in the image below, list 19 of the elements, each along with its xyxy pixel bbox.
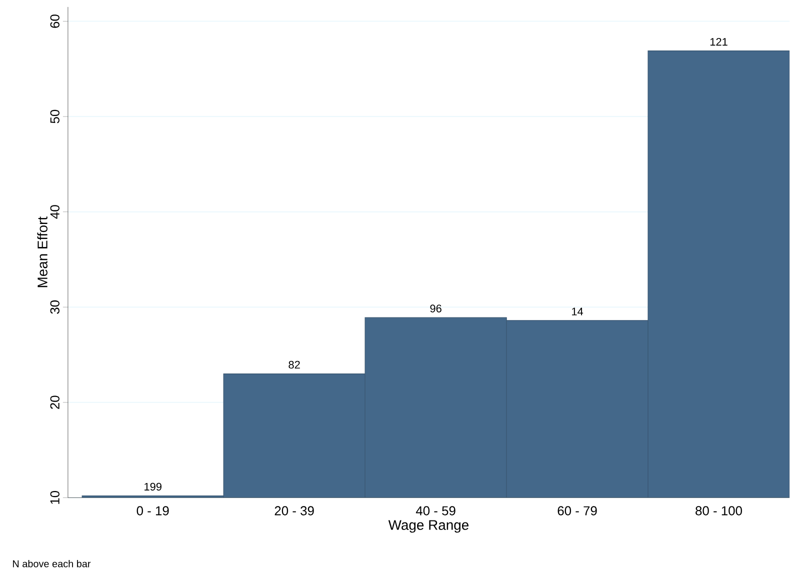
x-tick-label: 80 - 100 (696, 506, 742, 516)
annotation: 199 (144, 483, 162, 491)
x-tick-label: 0 - 19 (136, 506, 169, 516)
x-tick-label: 60 - 79 (558, 506, 597, 516)
text: N above each bar (13, 560, 91, 568)
y-tick-label: 50 (50, 110, 60, 124)
y-tick-label: 20 (50, 396, 60, 410)
y-tick-label: 10 (50, 491, 60, 504)
annotation: 121 (710, 38, 728, 46)
y-tick-label: 40 (50, 205, 60, 219)
annotation: 82 (288, 361, 300, 369)
x-tick-label: 40 - 59 (416, 506, 456, 516)
x-tick-label: 20 - 39 (274, 506, 314, 516)
y-axis-title: Mean Effort (37, 216, 48, 288)
x-axis-title: Wage Range (388, 520, 469, 533)
y-tick-label: 60 (50, 14, 60, 28)
annotation: 14 (572, 308, 584, 316)
annotation: 96 (430, 304, 442, 313)
y-tick-label: 30 (50, 300, 60, 314)
